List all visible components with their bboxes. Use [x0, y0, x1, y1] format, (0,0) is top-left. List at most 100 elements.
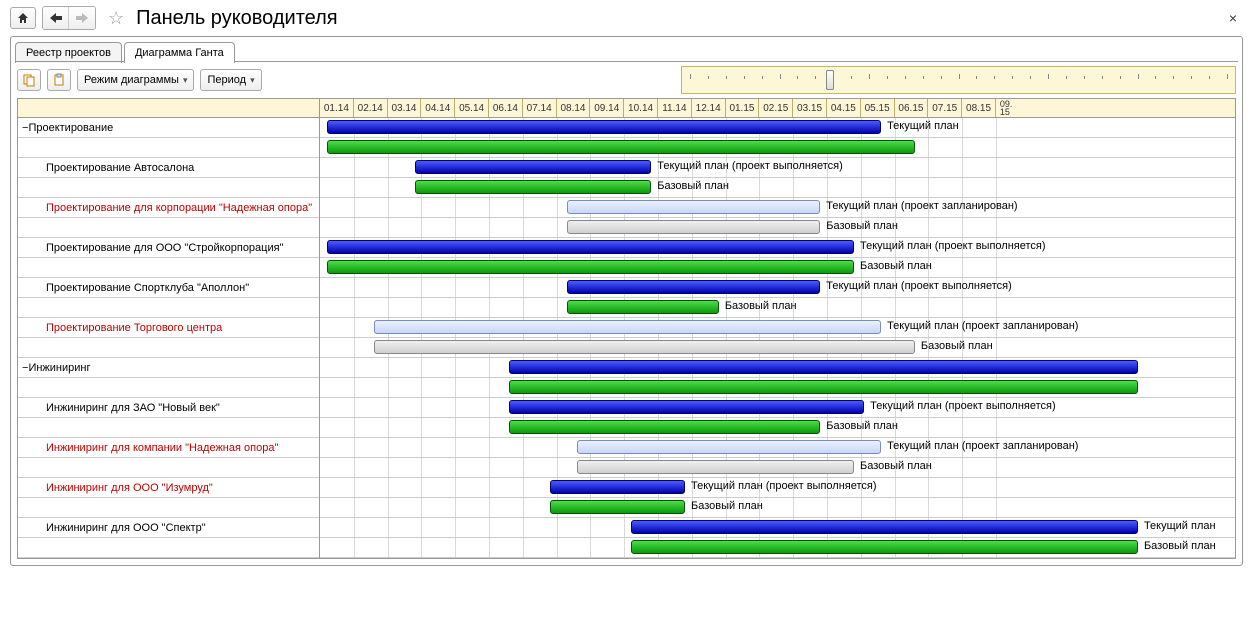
- month-header-cell: 07.14: [523, 99, 557, 117]
- bar-label: Текущий план (проект выполняется): [657, 160, 843, 172]
- month-header-cell: 08.14: [557, 99, 591, 117]
- gantt-row: [320, 138, 1235, 158]
- gantt-row: Текущий план: [320, 118, 1235, 138]
- gantt-bar[interactable]: [550, 480, 685, 494]
- diagram-mode-dropdown[interactable]: Режим диаграммы: [77, 69, 194, 91]
- gantt-row: Базовый план: [320, 498, 1235, 518]
- copy-button[interactable]: [17, 69, 41, 91]
- gantt-row: Базовый план: [320, 458, 1235, 478]
- month-header-cell: 03.14: [388, 99, 422, 117]
- period-dropdown[interactable]: Период: [200, 69, 261, 91]
- gantt-bar[interactable]: [509, 400, 864, 414]
- gantt-row: Базовый план: [320, 258, 1235, 278]
- diagram-mode-label: Режим диаграммы: [84, 74, 179, 86]
- gantt-bar[interactable]: [327, 240, 854, 254]
- bar-label: Текущий план (проект запланирован): [887, 320, 1078, 332]
- gantt-row: Текущий план (проект запланирован): [320, 438, 1235, 458]
- tree-cell: Инжиниринг для компании "Надежная опора": [18, 438, 319, 458]
- back-button[interactable]: [43, 7, 69, 29]
- tree-cell: [18, 458, 319, 478]
- gantt-bar[interactable]: [577, 460, 854, 474]
- gantt-bar[interactable]: [631, 540, 1138, 554]
- tree-cell: Проектирование для ООО "Стройкорпорация": [18, 238, 319, 258]
- gantt-bar[interactable]: [567, 280, 821, 294]
- tree-cell: Проектирование Торгового центра: [18, 318, 319, 338]
- gantt-bar[interactable]: [509, 380, 1138, 394]
- gantt-bar[interactable]: [631, 520, 1138, 534]
- gantt-row: [320, 378, 1235, 398]
- gantt-bar[interactable]: [577, 440, 881, 454]
- month-header-cell: 03.15: [793, 99, 827, 117]
- group-label: Инжиниринг: [28, 362, 90, 374]
- tree-cell: −Инжиниринг: [18, 358, 319, 378]
- gantt-bar[interactable]: [509, 360, 1138, 374]
- project-label: Инжиниринг для ЗАО "Новый век": [46, 402, 220, 414]
- gantt-bar[interactable]: [327, 120, 881, 134]
- month-header-cell: 06.14: [489, 99, 523, 117]
- gantt-bar[interactable]: [327, 140, 915, 154]
- month-header-cell: 05.15: [861, 99, 895, 117]
- tab-registry-label: Реестр проектов: [26, 47, 111, 59]
- tab-registry[interactable]: Реестр проектов: [15, 42, 122, 63]
- month-header-cell: 09.15: [996, 99, 1016, 117]
- bar-label: Базовый план: [657, 180, 729, 192]
- project-label: Инжиниринг для ООО "Изумруд": [46, 482, 213, 494]
- bar-label: Базовый план: [826, 420, 898, 432]
- gantt-bar[interactable]: [374, 340, 915, 354]
- bar-label: Базовый план: [1144, 540, 1216, 552]
- month-header-cell: 02.15: [759, 99, 793, 117]
- month-header-cell: 11.14: [658, 99, 692, 117]
- gantt-row: Текущий план (проект выполняется): [320, 238, 1235, 258]
- bar-label: Текущий план (проект выполняется): [826, 280, 1012, 292]
- bar-label: Текущий план: [1144, 520, 1216, 532]
- project-label: Проектирование Спортклуба "Аполлон": [46, 282, 249, 294]
- close-button[interactable]: ×: [1223, 10, 1243, 26]
- gantt-bar[interactable]: [327, 260, 854, 274]
- gantt-bar[interactable]: [509, 420, 820, 434]
- tree-cell: [18, 298, 319, 318]
- month-header-cell: 09.14: [590, 99, 624, 117]
- tab-gantt[interactable]: Диаграмма Ганта: [124, 42, 235, 63]
- month-header-cell: 01.14: [320, 99, 354, 117]
- month-header-cell: 08.15: [962, 99, 996, 117]
- gantt-row: Базовый план: [320, 538, 1235, 558]
- gantt-bar[interactable]: [415, 160, 652, 174]
- zoom-slider-handle[interactable]: [826, 70, 834, 90]
- tree-cell: [18, 498, 319, 518]
- month-header-cell: 04.14: [421, 99, 455, 117]
- tree-cell: Проектирование Спортклуба "Аполлон": [18, 278, 319, 298]
- gantt-bar[interactable]: [567, 300, 719, 314]
- gantt-row: Текущий план (проект запланирован): [320, 198, 1235, 218]
- gantt-chart: 01.1402.1403.1404.1405.1406.1407.1408.14…: [17, 98, 1236, 559]
- tree-cell: [18, 378, 319, 398]
- bar-label: Базовый план: [921, 340, 993, 352]
- group-label: Проектирование: [28, 122, 113, 134]
- tree-cell: [18, 258, 319, 278]
- tree-cell: Проектирование для корпорации "Надежная …: [18, 198, 319, 218]
- gantt-row: Базовый план: [320, 178, 1235, 198]
- month-header-cell: 04.15: [827, 99, 861, 117]
- gantt-bar[interactable]: [567, 220, 821, 234]
- bar-label: Текущий план (проект выполняется): [860, 240, 1046, 252]
- bar-label: Текущий план: [887, 120, 959, 132]
- gantt-bar[interactable]: [415, 180, 652, 194]
- forward-button[interactable]: [69, 7, 95, 29]
- project-label: Инжиниринг для ООО "Спектр": [46, 522, 206, 534]
- tree-cell: [18, 338, 319, 358]
- tree-cell: Проектирование Автосалона: [18, 158, 319, 178]
- home-button[interactable]: [10, 7, 36, 29]
- bar-label: Текущий план (проект запланирован): [887, 440, 1078, 452]
- project-label: Проектирование Торгового центра: [46, 322, 222, 334]
- gantt-row: Базовый план: [320, 298, 1235, 318]
- zoom-slider[interactable]: [681, 66, 1236, 94]
- gantt-row: Базовый план: [320, 218, 1235, 238]
- month-header-cell: 10.14: [624, 99, 658, 117]
- favorite-star-icon[interactable]: ☆: [108, 8, 124, 29]
- bar-label: Текущий план (проект выполняется): [691, 480, 877, 492]
- paste-button[interactable]: [47, 69, 71, 91]
- gantt-bar[interactable]: [550, 500, 685, 514]
- gantt-bar[interactable]: [567, 200, 821, 214]
- tree-cell: −Проектирование: [18, 118, 319, 138]
- gantt-row: Текущий план (проект выполняется): [320, 398, 1235, 418]
- gantt-bar[interactable]: [374, 320, 881, 334]
